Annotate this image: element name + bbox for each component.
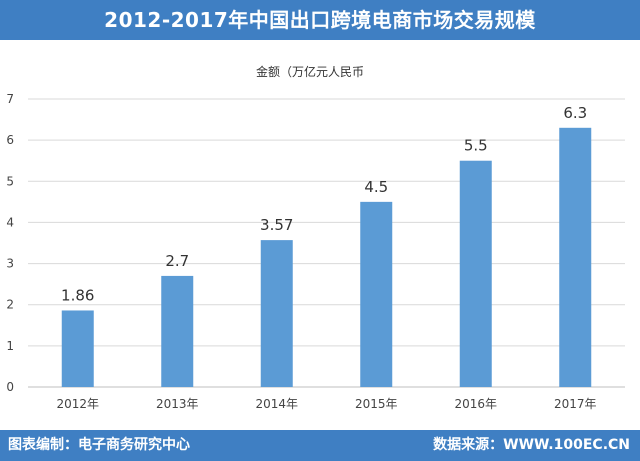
data-label: 2.7 [165, 252, 189, 270]
y-tick-label: 6 [6, 133, 14, 147]
bar [260, 240, 293, 387]
gridlines [28, 98, 625, 388]
data-label: 4.5 [364, 178, 388, 196]
bar [559, 127, 592, 388]
data-label: 5.5 [464, 137, 488, 155]
x-tick-label: 2014年 [255, 397, 298, 411]
y-tick-label: 1 [6, 339, 14, 353]
bar [459, 160, 492, 387]
bars [61, 127, 592, 388]
x-axis-ticks: 2012年 2013年 2014年 2015年 2016年 2017年 [56, 397, 596, 411]
x-tick-label: 2013年 [156, 397, 199, 411]
bar [61, 310, 94, 387]
x-tick-label: 2012年 [56, 397, 99, 411]
y-axis-ticks: 0 1 2 3 4 5 6 7 [6, 92, 14, 394]
y-tick-label: 0 [6, 380, 14, 394]
y-axis-unit-label: 金额（万亿元人民币 [256, 64, 364, 79]
x-tick-label: 2016年 [454, 397, 497, 411]
y-tick-label: 7 [6, 92, 14, 106]
y-tick-label: 2 [6, 298, 14, 312]
y-tick-label: 5 [6, 174, 14, 188]
y-tick-label: 3 [6, 257, 14, 271]
data-labels: 1.86 2.7 3.57 4.5 5.5 6.3 [61, 104, 587, 305]
bar [360, 201, 393, 387]
x-tick-label: 2015年 [355, 397, 398, 411]
y-tick-label: 4 [6, 215, 14, 229]
bar [161, 275, 194, 387]
footer-banner: 图表编制：电子商务研究中心 数据来源：WWW.100EC.CN [0, 430, 640, 461]
data-label: 3.57 [260, 216, 293, 234]
data-label: 6.3 [563, 104, 587, 122]
x-tick-label: 2017年 [554, 397, 597, 411]
footer-source: 数据来源：WWW.100EC.CN [433, 437, 630, 453]
bar-chart: 0 1 2 3 4 5 6 7 1.86 2.7 3.57 4.5 5.5 6.3 2012年 2013年… [6, 64, 625, 411]
chart-title: 2012-2017年中国出口跨境电商市场交易规模 [104, 8, 536, 32]
title-banner: 2012-2017年中国出口跨境电商市场交易规模 [0, 0, 640, 40]
footer-credit: 图表编制：电子商务研究中心 [8, 437, 190, 453]
data-label: 1.86 [61, 286, 94, 304]
